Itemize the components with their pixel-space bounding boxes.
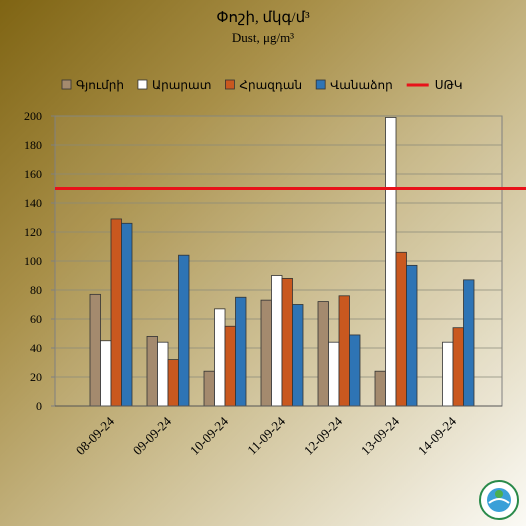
bar [374, 370, 386, 407]
bar [121, 222, 133, 407]
legend-label: ՍԹԿ [435, 78, 463, 92]
legend-swatch [225, 79, 235, 90]
bar [260, 299, 272, 407]
y-tick-label: 60 [30, 312, 42, 326]
bar [167, 359, 179, 407]
y-tick-label: 120 [24, 225, 42, 239]
bar [157, 341, 169, 407]
legend-label: Վանաձոր [330, 78, 393, 92]
legend-swatch [137, 79, 148, 90]
legend-label: Հրազդան [239, 78, 302, 92]
legend-label: Գյումրի [76, 78, 124, 92]
bar [224, 325, 236, 407]
x-tick-label: 09-09-24 [130, 413, 175, 458]
bar [203, 370, 215, 407]
bar [214, 308, 226, 407]
bar [292, 304, 304, 407]
x-tick-label: 13-09-24 [358, 413, 403, 458]
bar [385, 117, 397, 407]
legend-label: Արարատ [152, 78, 211, 92]
y-tick-label: 100 [24, 254, 42, 268]
bar [146, 335, 158, 407]
y-tick-label: 40 [30, 341, 42, 355]
bar [406, 264, 418, 407]
bar [100, 340, 112, 407]
bar [328, 341, 340, 407]
bar [281, 277, 293, 407]
bar [271, 275, 283, 407]
bar [338, 295, 350, 407]
y-tick-label: 20 [30, 370, 42, 384]
x-tick-label: 14-09-24 [415, 413, 460, 458]
bar [442, 341, 454, 407]
bar [178, 254, 190, 407]
logo [479, 480, 519, 520]
bar [235, 296, 247, 407]
x-tick-label: 08-09-24 [73, 413, 118, 458]
bar [89, 293, 101, 407]
bar [110, 218, 122, 407]
bar [452, 327, 464, 407]
legend-swatch [315, 79, 326, 90]
legend: Գյումրի Արարատ Հրազդան Վանաձոր ՍԹԿ [61, 78, 463, 92]
legend-swatch [61, 79, 72, 90]
bar [395, 251, 407, 407]
y-tick-label: 80 [30, 283, 42, 297]
y-tick-label: 160 [24, 167, 42, 181]
bar [349, 334, 361, 407]
chart-subtitle: Dust, μg/m³ [232, 30, 294, 45]
y-tick-label: 0 [36, 399, 42, 413]
x-tick-label: 12-09-24 [301, 413, 346, 458]
x-tick-label: 11-09-24 [244, 413, 288, 457]
y-tick-label: 200 [24, 109, 42, 123]
y-tick-label: 180 [24, 138, 42, 152]
bar [317, 301, 329, 407]
chart-title: Փոշի, մկգ/մ³ [216, 10, 310, 26]
y-tick-label: 140 [24, 196, 42, 210]
bar [463, 279, 475, 407]
x-tick-label: 10-09-24 [187, 413, 232, 458]
